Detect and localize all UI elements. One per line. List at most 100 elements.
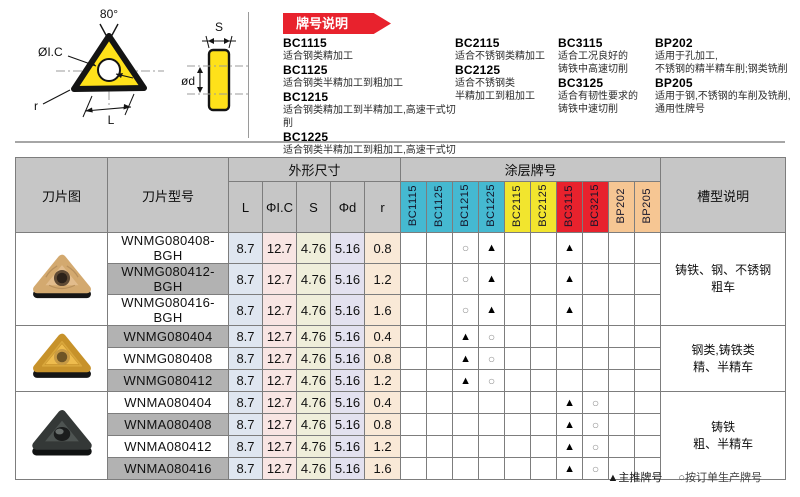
dim-cell: 8.7	[228, 435, 263, 458]
table-row: WNMG080416-BGH 8.7 12.7 4.76 5.16 1.6 ○ …	[16, 294, 786, 326]
marker-cell	[504, 232, 532, 264]
insert-image-coated-gold	[32, 333, 91, 378]
marker-cell	[426, 391, 454, 414]
brand-name: BC2115	[455, 36, 500, 50]
d-arrowhead2	[197, 87, 203, 93]
dim-cell: 0.8	[363, 413, 402, 436]
brand-column-1: BC1115 适合钢类精加工 BC1125 适合钢类半精加工到粗加工 BC121…	[283, 37, 458, 171]
marker-cell	[478, 413, 506, 436]
marker-cell	[634, 413, 662, 436]
brand-name: BP205	[655, 76, 693, 90]
marker-cell: ▲	[452, 325, 480, 348]
dim-cell: 5.16	[330, 347, 365, 370]
dim-cell: 5.16	[330, 325, 365, 348]
dim-cell: 8.7	[228, 263, 263, 295]
top-divider	[248, 12, 249, 138]
marker-cell	[400, 391, 428, 414]
label-s: S	[215, 20, 223, 34]
header-groove-desc: 槽型说明	[660, 157, 787, 233]
header-insert-model: 刀片型号	[107, 157, 229, 233]
dim-cell: 5.16	[330, 435, 365, 458]
marker-cell	[582, 263, 610, 295]
header-row-2: L ΦI.C S Φd r BC1115 BC1125 BC1215 BC122…	[16, 181, 786, 233]
label-ic: ØI.C	[38, 45, 63, 59]
dim-cell: 12.7	[262, 263, 297, 295]
brand-name: BC3115	[558, 36, 603, 50]
marker-cell	[504, 263, 532, 295]
marker-cell	[530, 263, 558, 295]
marker-cell	[400, 435, 428, 458]
coating-col-bc1115: BC1115	[400, 181, 428, 233]
groove-desc-cell: 铸铁 粗、半精车	[660, 391, 787, 480]
coating-col-label: BC1125	[433, 184, 446, 227]
marker-cell	[452, 413, 480, 436]
marker-cell	[582, 369, 610, 392]
insert-spec-table: 刀片图 刀片型号 外形尺寸 涂层牌号 槽型说明 L ΦI.C S Φd r BC…	[15, 157, 787, 480]
brand-desc: 适用于钢,不锈钢的车削及铣削, 通用性牌号	[655, 91, 791, 115]
marker-cell: ▲	[452, 347, 480, 370]
marker-cell	[634, 294, 662, 326]
brand-column-2: BC2115 适合不锈钢类精加工 BC2125 适合不锈钢类 半精加工到粗加工	[455, 37, 560, 104]
coating-col-bc2115: BC2115	[504, 181, 532, 233]
dim-cell: 5.16	[330, 391, 365, 414]
brand-name: BC2125	[455, 63, 501, 77]
l-arrowline	[84, 106, 132, 112]
insert-image-uncoated-dark	[31, 410, 92, 456]
dim-cell: 8.7	[228, 347, 263, 370]
table-row: WNMA080404 8.7 12.7 4.76 5.16 0.4 ▲ ○ 铸铁…	[15, 391, 787, 480]
dim-cell: 4.76	[296, 369, 331, 392]
dim-cell: 4.76	[296, 391, 331, 414]
insert-photo-cell	[15, 325, 108, 392]
marker-cell	[426, 413, 454, 436]
model-cell: WNMA080408	[107, 413, 229, 436]
brand-desc: 适合钢类半精加工到粗加工	[283, 78, 403, 89]
header-dim-ic: ΦI.C	[262, 181, 297, 233]
dim-cell: 12.7	[262, 294, 297, 326]
marker-cell: ▲	[452, 369, 480, 392]
brand-column-3: BC3115 适合工况良好的 铸铁中高速切削 BC3125 适合有韧性要求的 铸…	[558, 37, 658, 117]
marker-cell	[452, 457, 480, 480]
marker-cell	[582, 347, 610, 370]
marker-cell	[608, 325, 636, 348]
marker-cell: ○	[478, 347, 506, 370]
coating-col-bc1225: BC1225	[478, 181, 506, 233]
coating-col-label: BP202	[615, 187, 628, 224]
coating-col-label: BP205	[641, 187, 654, 224]
brand-name: BC1115	[283, 36, 327, 50]
dim-cell: 12.7	[262, 232, 297, 264]
marker-cell	[452, 391, 480, 414]
dim-cell: 0.4	[363, 391, 402, 414]
insert-photo-cell	[15, 232, 108, 326]
dim-cell: 5.16	[330, 369, 365, 392]
marker-cell	[530, 369, 558, 392]
dim-cell: 8.7	[228, 294, 263, 326]
marker-cell	[556, 325, 584, 348]
insert-image-coated-bgh	[32, 254, 91, 298]
marker-cell	[452, 435, 480, 458]
s-arrowhead2	[224, 38, 230, 44]
coating-col-bc2125: BC2125	[530, 181, 558, 233]
dim-cell: 12.7	[262, 435, 297, 458]
marker-cell	[582, 325, 610, 348]
marker-cell	[504, 347, 532, 370]
brand-desc: 适合有韧性要求的 铸铁中速切削	[558, 91, 638, 115]
dim-cell: 8.7	[228, 325, 263, 348]
s-ext2	[228, 35, 233, 49]
header-coating-group: 涂层牌号	[400, 157, 662, 182]
marker-cell: ▲	[556, 413, 584, 436]
brand-name: BC1215	[283, 90, 329, 104]
marker-cell	[556, 347, 584, 370]
dim-cell: 12.7	[262, 391, 297, 414]
dim-cell: 5.16	[330, 457, 365, 480]
s-arrowhead1	[208, 38, 214, 44]
marker-cell	[426, 347, 454, 370]
coating-col-bp202: BP202	[608, 181, 636, 233]
section-divider	[15, 141, 785, 143]
marker-cell	[634, 347, 662, 370]
marker-cell	[478, 435, 506, 458]
label-r: r	[34, 99, 38, 113]
marker-cell	[530, 325, 558, 348]
marker-cell	[634, 325, 662, 348]
dim-cell: 5.16	[330, 263, 365, 295]
marker-cell	[400, 232, 428, 264]
